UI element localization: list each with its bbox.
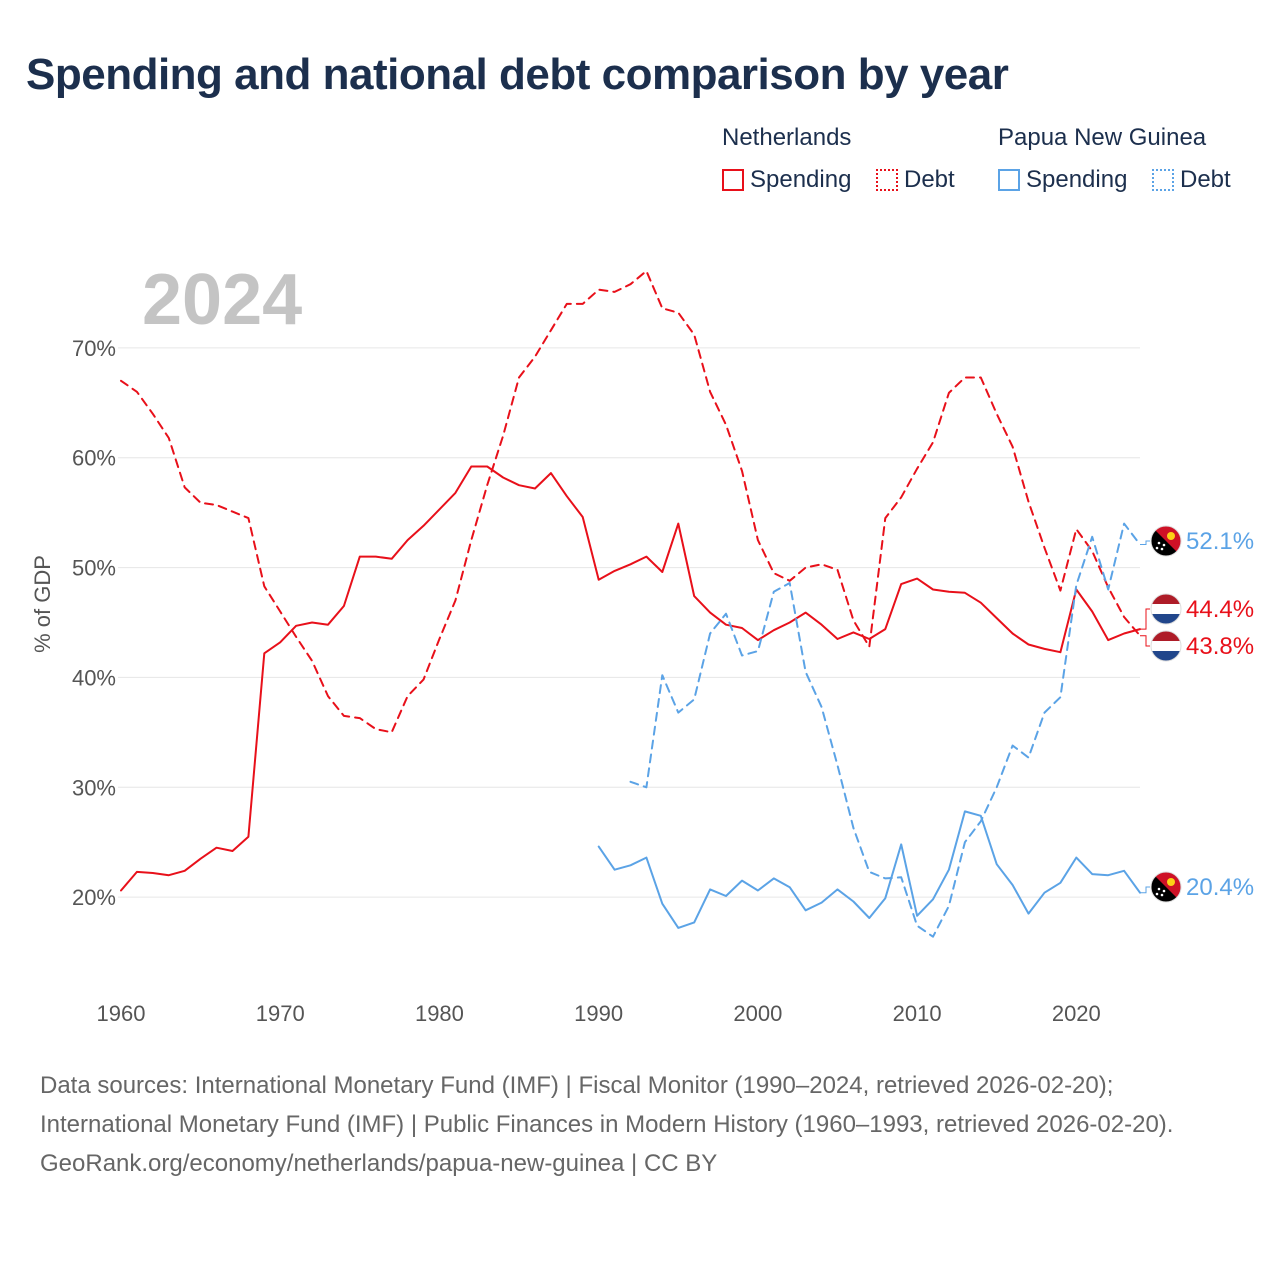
chart-title: Spending and national debt comparison by… [26, 50, 1009, 99]
legend-label: Spending [1026, 166, 1128, 193]
end-label-connector [1140, 886, 1150, 894]
legend-dotted-swatch-icon [876, 169, 898, 191]
y-tick-label: 50% [72, 556, 116, 581]
legend-label: Debt [1180, 166, 1231, 193]
legend-solid-swatch-icon [722, 169, 744, 191]
line-chart: 2024 % of GDP 20% 30% 40% 50% 60% 70% 1960 197… [30, 260, 1254, 1026]
x-tick-label: 1970 [256, 1001, 305, 1026]
legend-label: Spending [750, 166, 852, 193]
year-watermark: 2024 [142, 260, 302, 340]
legend-solid-swatch-icon [998, 169, 1020, 191]
legend-netherlands-title: Netherlands [722, 124, 852, 151]
papua-new-guinea-flag-icon [1150, 525, 1182, 557]
legend-netherlands-debt[interactable]: Debt [876, 166, 955, 194]
x-tick-label: 2010 [893, 1001, 942, 1026]
y-tick-label: 70% [72, 336, 116, 361]
end-value-label: 52.1% [1186, 528, 1254, 555]
x-tick-label: 2020 [1052, 1001, 1101, 1026]
series-line-papua-new-guinea-debt[interactable] [629, 522, 1141, 938]
series-line-netherlands-spending[interactable] [120, 465, 1141, 892]
y-tick-label: 20% [72, 885, 116, 910]
legend-dotted-swatch-icon [1152, 169, 1174, 191]
x-tick-label: 1990 [574, 1001, 623, 1026]
netherlands-flag-icon [1150, 630, 1182, 662]
end-label-connector [1140, 540, 1150, 545]
data-sources-text: Data sources: International Monetary Fun… [40, 1072, 1174, 1138]
source-credit-link[interactable]: GeoRank.org/economy/netherlands/papua-ne… [40, 1150, 718, 1177]
end-label-connector [1140, 608, 1150, 630]
end-value-label: 43.8% [1186, 633, 1254, 660]
legend-png-debt[interactable]: Debt [1152, 166, 1231, 194]
series-line-netherlands-debt[interactable] [120, 270, 1141, 734]
x-tick-label: 2000 [733, 1001, 782, 1026]
end-value-label: 20.4% [1186, 874, 1254, 901]
end-label-connector [1140, 635, 1150, 647]
x-tick-label: 1960 [97, 1001, 146, 1026]
netherlands-flag-icon [1150, 593, 1182, 625]
y-tick-label: 30% [72, 775, 116, 800]
series-line-papua-new-guinea-spending[interactable] [597, 810, 1141, 929]
legend-netherlands-spending[interactable]: Spending [722, 166, 851, 194]
y-tick-label: 60% [72, 446, 116, 471]
footer: Data sources: International Monetary Fun… [40, 1066, 1240, 1183]
x-tick-label: 1980 [415, 1001, 464, 1026]
end-value-label: 44.4% [1186, 596, 1254, 623]
legend-label: Debt [904, 166, 955, 193]
papua-new-guinea-flag-icon [1150, 871, 1182, 903]
legend-png-spending[interactable]: Spending [998, 166, 1127, 194]
y-axis-title: % of GDP [30, 555, 55, 653]
y-tick-label: 40% [72, 665, 116, 690]
legend-png-title: Papua New Guinea [998, 124, 1207, 151]
